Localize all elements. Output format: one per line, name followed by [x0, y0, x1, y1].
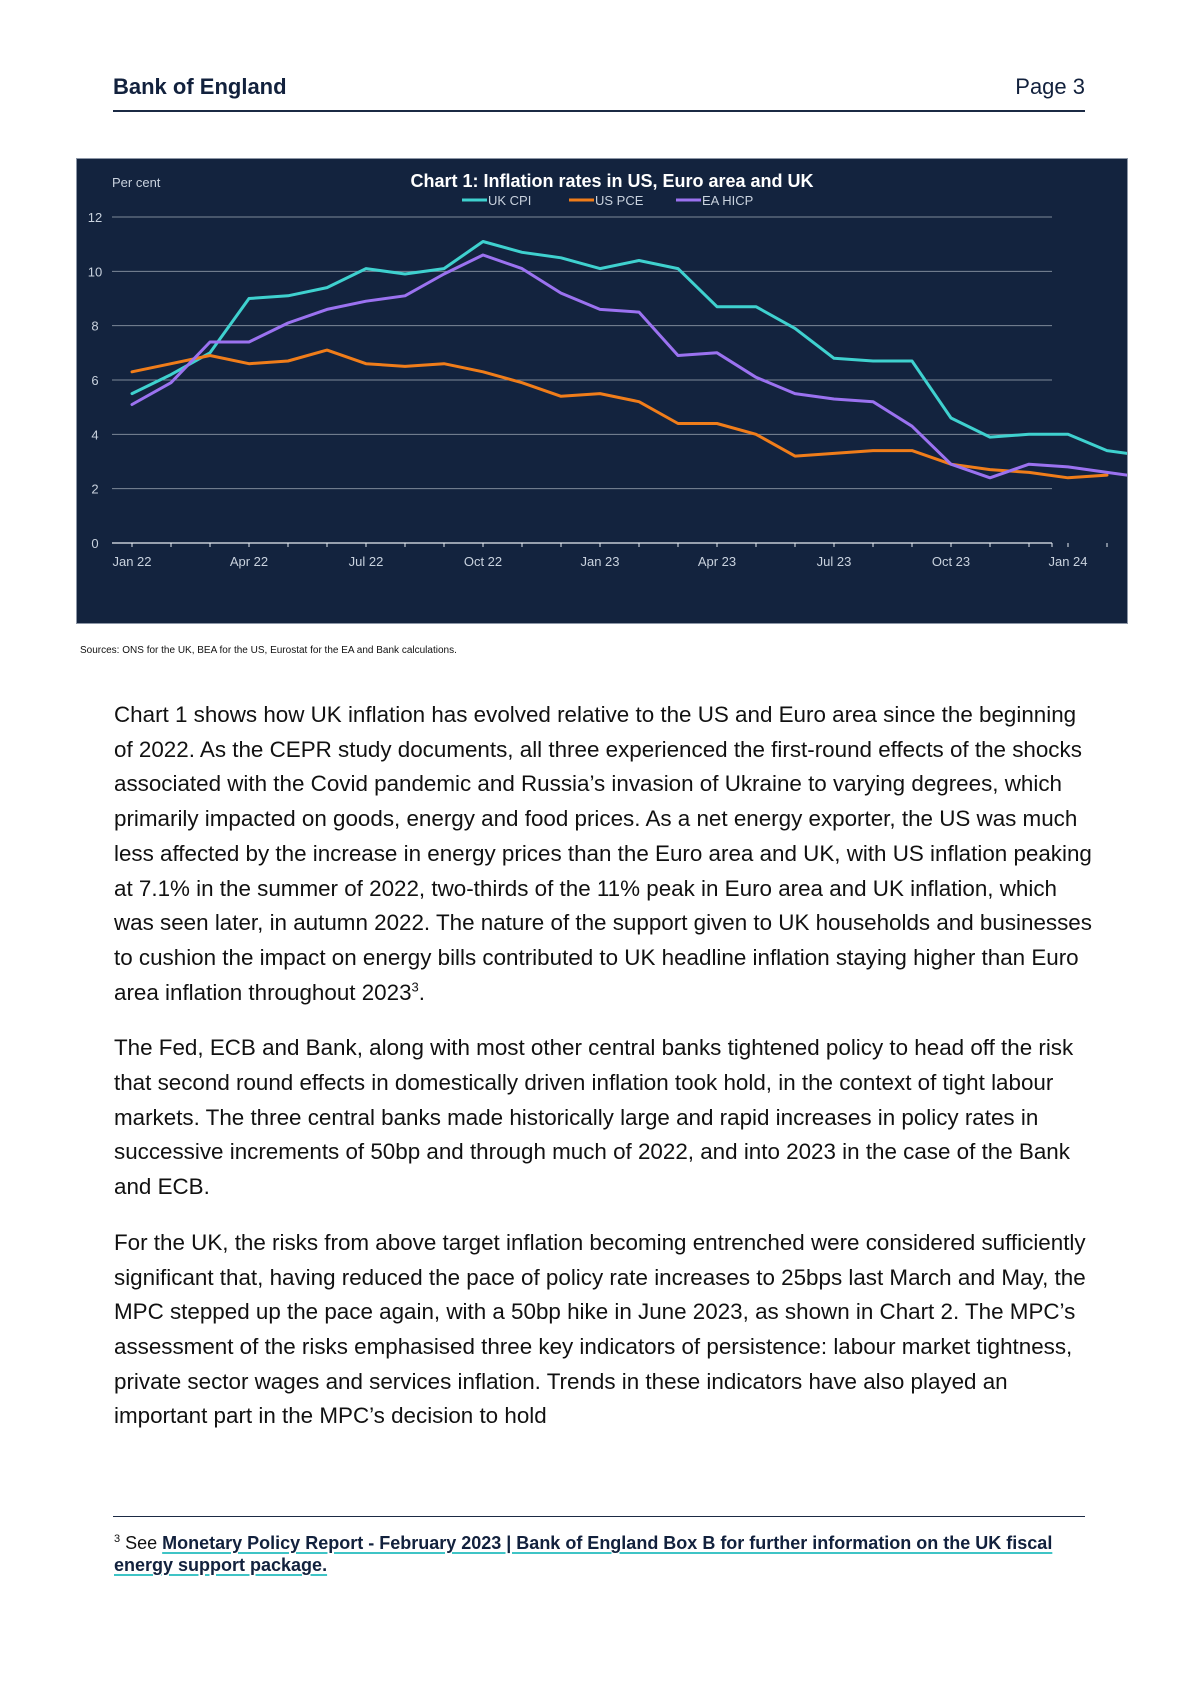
x-tick-label-jan-24: Jan 24: [1048, 554, 1087, 569]
y-tick-12: 12: [88, 210, 102, 225]
y-tick-2: 2: [91, 482, 98, 497]
series-line-us-pce: [130, 348, 1109, 480]
paragraph-2: The Fed, ECB and Bank, along with most o…: [114, 1035, 1074, 1200]
legend-label-ea-hicp: EA HICP: [702, 193, 753, 208]
chart-sources: Sources: ONS for the UK, BEA for the US,…: [80, 645, 457, 656]
x-tick-label-oct-23: Oct 23: [932, 554, 970, 569]
x-tick-label-jul-23: Jul 23: [817, 554, 852, 569]
y-tick-6: 6: [91, 373, 98, 388]
footnote-divider: [113, 1516, 1085, 1517]
x-tick-label-apr-22: Apr 22: [230, 554, 268, 569]
x-tick-label-jan-22: Jan 22: [112, 554, 151, 569]
footnote-prefix: See: [120, 1533, 163, 1553]
paragraph-1: Chart 1 shows how UK inflation has evolv…: [114, 698, 1094, 1010]
footnote-ref-3[interactable]: 3: [411, 979, 419, 995]
chart-1-svg: Chart 1: Inflation rates in US, Euro are…: [88, 171, 1127, 569]
x-tick-label-oct-22: Oct 22: [464, 554, 502, 569]
series-line-ea-hicp: [130, 253, 1127, 480]
y-axis-label: Per cent: [112, 175, 161, 190]
legend-label-us-pce: US PCE: [595, 193, 644, 208]
series-line-uk-cpi: [130, 240, 1127, 455]
footnote-3: 3 See Monetary Policy Report - February …: [114, 1532, 1094, 1576]
x-tick-label-jan-23: Jan 23: [580, 554, 619, 569]
page-number: Page 3: [1015, 74, 1085, 99]
header-org: Bank of England: [113, 74, 287, 99]
paragraph-1-text: Chart 1 shows how UK inflation has evolv…: [114, 702, 1092, 1005]
y-tick-10: 10: [88, 264, 102, 279]
page-header: Bank of England Page 3: [113, 66, 1085, 112]
y-tick-4: 4: [91, 427, 98, 442]
x-tick-label-jul-22: Jul 22: [349, 554, 384, 569]
footnote-link[interactable]: Monetary Policy Report - February 2023 |…: [114, 1533, 1053, 1575]
y-tick-0: 0: [91, 536, 98, 551]
y-tick-8: 8: [91, 319, 98, 334]
body-text: Chart 1 shows how UK inflation has evolv…: [114, 698, 1094, 1455]
paragraph-1-end: .: [418, 979, 425, 1005]
chart-1: Chart 1: Inflation rates in US, Euro are…: [76, 158, 1128, 624]
x-tick-label-apr-23: Apr 23: [698, 554, 736, 569]
legend-label-uk-cpi: UK CPI: [488, 193, 531, 208]
footnote-number: 3: [114, 1533, 121, 1545]
chart-title: Chart 1: Inflation rates in US, Euro are…: [410, 171, 813, 191]
paragraph-3: For the UK, the risks from above target …: [114, 1229, 1086, 1429]
